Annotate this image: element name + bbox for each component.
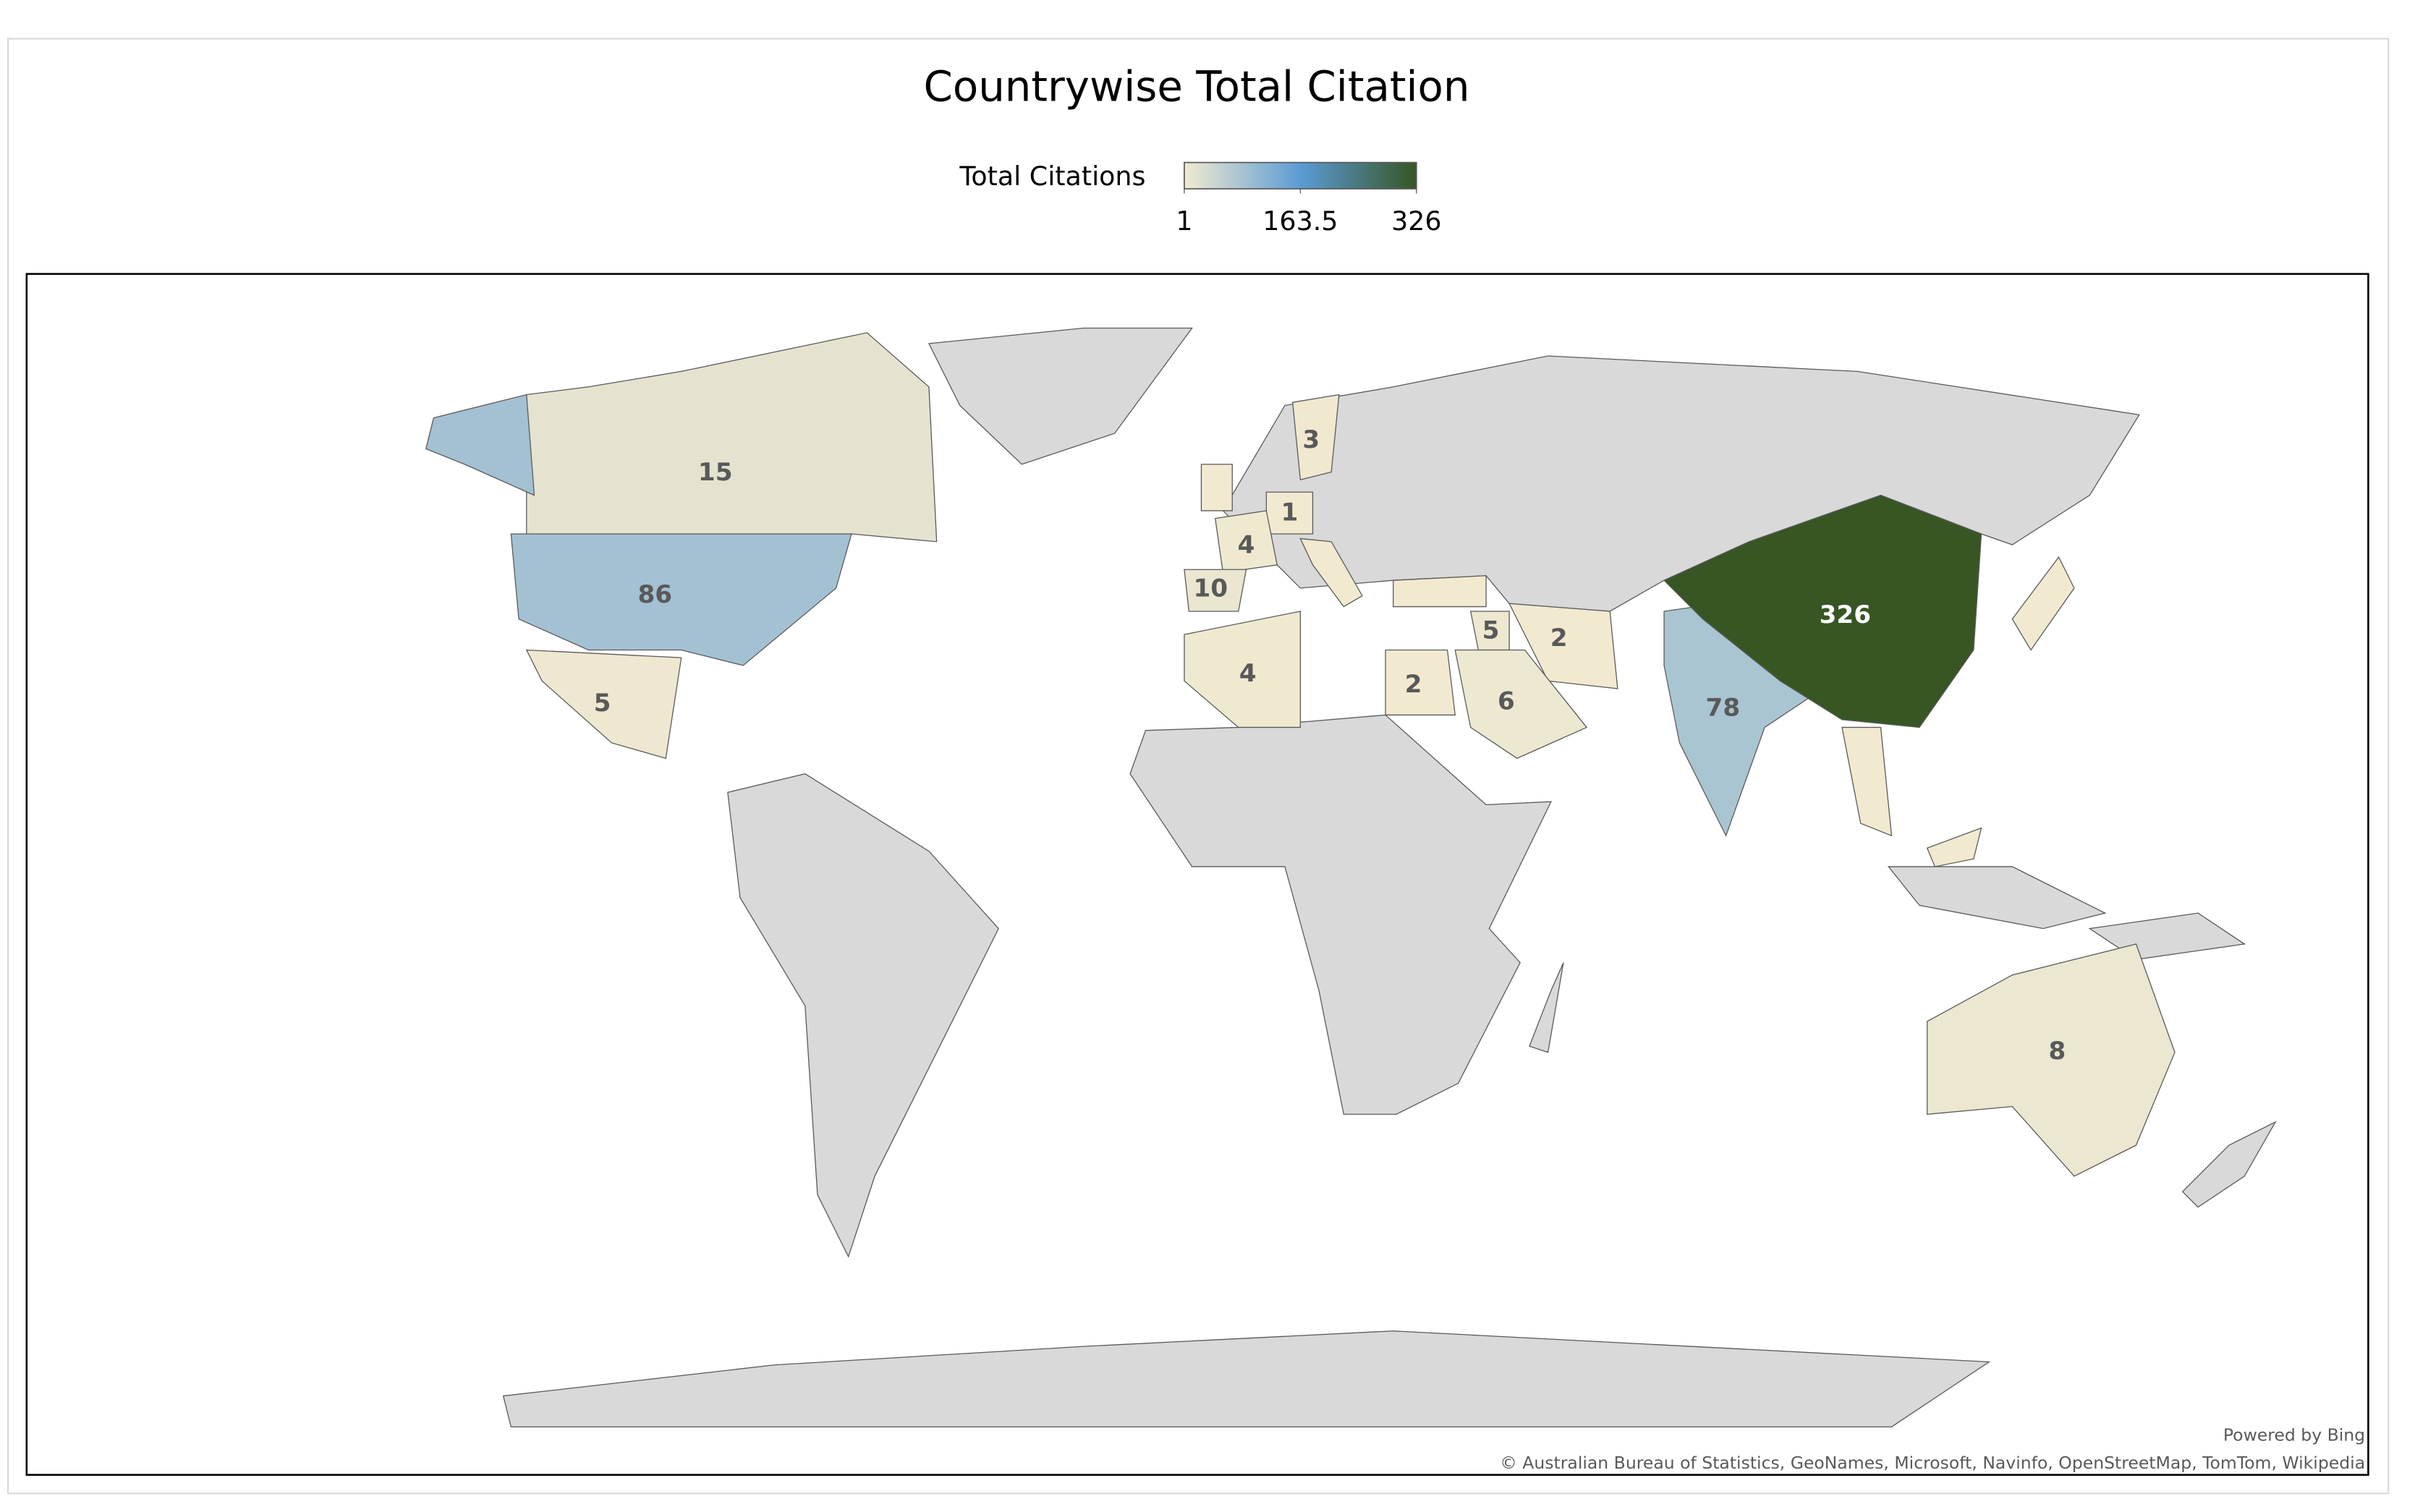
data-label: 2 — [1550, 624, 1568, 653]
legend-colorbar — [1184, 161, 1417, 190]
data-label: 8 — [2049, 1037, 2066, 1066]
data-label: 326 — [1820, 600, 1871, 629]
data-label: 5 — [594, 689, 611, 718]
region — [525, 649, 682, 760]
data-label: 1 — [1281, 498, 1298, 527]
region — [1454, 649, 1588, 759]
data-label: 5 — [1482, 616, 1500, 645]
land — [727, 773, 999, 1258]
region — [1291, 394, 1340, 480]
attribution: © Australian Bureau of Statistics, GeoNa… — [1500, 1453, 2365, 1473]
region — [1927, 943, 2176, 1177]
base-map — [502, 327, 2277, 1427]
region — [1184, 611, 1301, 729]
land — [1200, 464, 1233, 511]
legend-tick-label: 326 — [1391, 205, 1441, 237]
land — [502, 1330, 1991, 1427]
land — [2181, 1121, 2277, 1208]
land — [2011, 556, 2075, 651]
data-label: 2 — [1405, 670, 1422, 699]
land — [1299, 538, 1363, 608]
legend-title: Total Citations — [959, 161, 1145, 192]
legend-tick-label: 1 — [1176, 205, 1192, 237]
data-label: 3 — [1302, 425, 1320, 454]
data-label: 10 — [1193, 574, 1228, 603]
land — [1529, 962, 1564, 1053]
land — [1926, 827, 1982, 867]
data-label: 78 — [1706, 693, 1741, 722]
region — [1184, 569, 1247, 612]
land — [1841, 726, 1893, 837]
data-label: 6 — [1498, 687, 1515, 716]
land — [1393, 575, 1487, 608]
attribution: Powered by Bing — [2223, 1425, 2365, 1445]
chart-title: Countrywise Total Citation — [924, 62, 1470, 111]
legend-tick-label: 163.5 — [1262, 205, 1338, 237]
land — [1129, 714, 1552, 1115]
region — [425, 394, 852, 666]
data-label: 15 — [698, 458, 733, 487]
data-label: 4 — [1238, 531, 1255, 560]
land — [928, 327, 1193, 465]
region — [1663, 494, 1982, 729]
region — [1385, 649, 1456, 715]
region — [1214, 510, 1278, 574]
data-label: 86 — [637, 580, 672, 609]
region — [1508, 603, 1618, 689]
data-label: 4 — [1239, 659, 1257, 688]
